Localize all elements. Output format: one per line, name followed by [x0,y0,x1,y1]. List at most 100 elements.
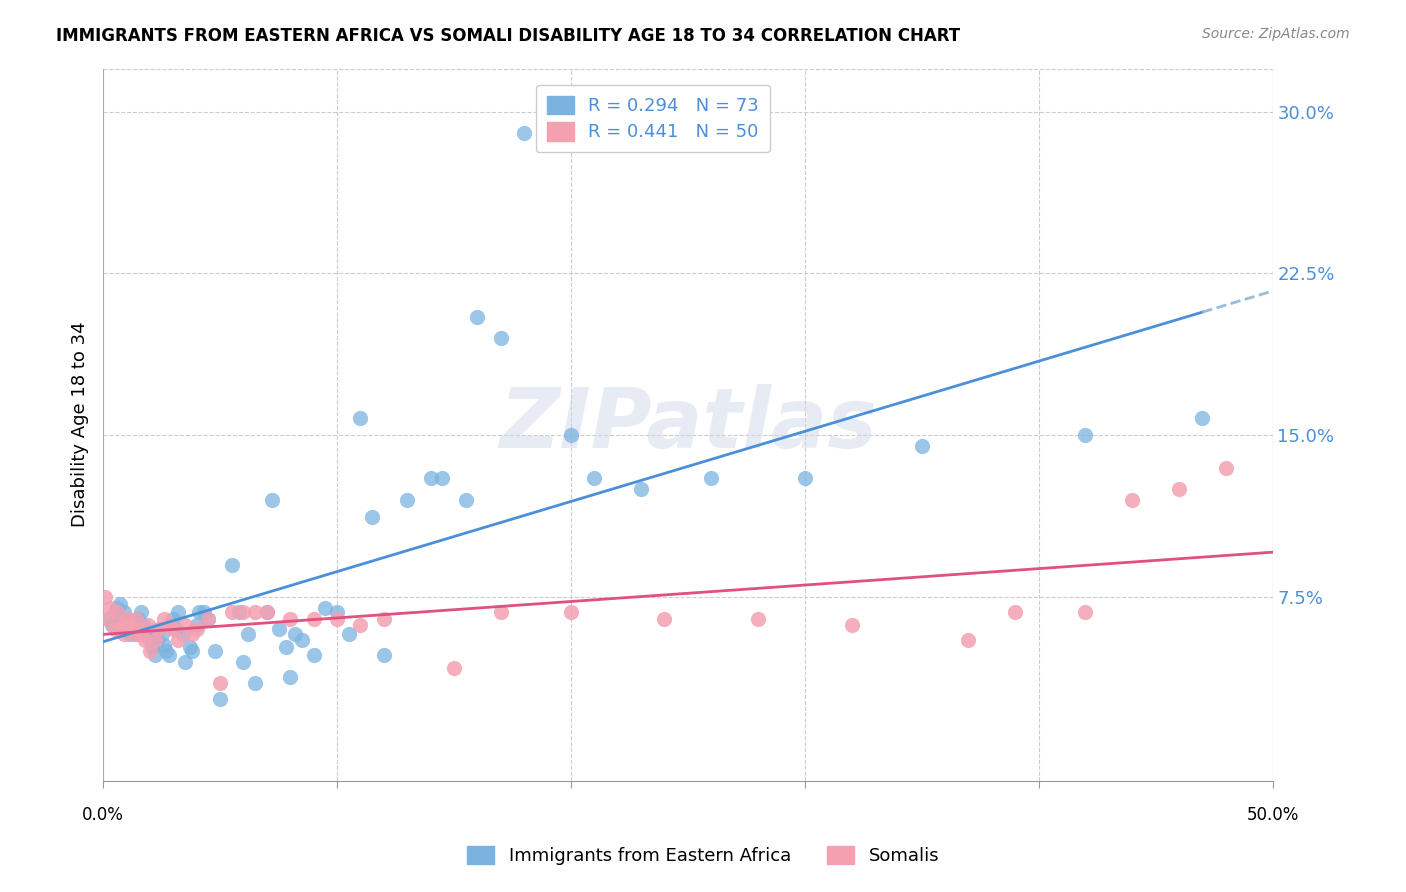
Point [1074,428,1097,442]
Point [465,310,488,324]
Point [209,691,232,706]
Point [118,618,141,632]
Point [232,655,254,669]
Point [120,623,142,637]
Point [129,605,152,619]
Point [118,627,141,641]
Point [105,601,128,615]
Point [97,612,120,626]
Point [101,618,124,632]
Point [349,618,371,632]
Point [181,644,204,658]
Point [443,661,465,675]
Point [139,644,162,658]
Point [267,623,290,637]
Point [560,428,582,442]
Point [221,605,243,619]
Point [150,627,173,641]
Point [236,627,259,641]
Point [134,623,156,637]
Point [115,612,138,626]
Point [1074,605,1097,619]
Legend: R = 0.294   N = 73, R = 0.441   N = 50: R = 0.294 N = 73, R = 0.441 N = 50 [536,85,769,153]
Point [157,618,180,632]
Point [274,640,297,654]
Point [162,623,184,637]
Point [112,605,135,619]
Point [122,623,145,637]
Point [197,612,219,626]
Point [136,627,159,641]
Point [162,612,184,626]
Point [256,605,278,619]
Point [793,471,815,485]
Point [143,633,166,648]
Point [108,597,131,611]
Point [243,676,266,690]
Point [127,623,149,637]
Point [278,612,301,626]
Point [186,623,208,637]
Text: 0.0%: 0.0% [82,806,124,824]
Point [209,676,232,690]
Point [513,126,536,140]
Point [302,612,325,626]
Text: ZIPatlas: ZIPatlas [499,384,877,465]
Text: 50.0%: 50.0% [1246,806,1299,824]
Point [179,640,201,654]
Point [125,612,148,626]
Point [278,670,301,684]
Point [314,601,336,615]
Point [1191,411,1213,425]
Point [284,627,307,641]
Point [172,627,194,641]
Point [957,633,980,648]
Point [197,612,219,626]
Point [148,623,170,637]
Point [747,612,769,626]
Point [361,510,384,524]
Point [188,605,211,619]
Legend: Immigrants from Eastern Africa, Somalis: Immigrants from Eastern Africa, Somalis [458,837,948,874]
Point [489,605,512,619]
Point [326,612,349,626]
Point [193,605,215,619]
Point [125,627,148,641]
Point [1215,460,1237,475]
Point [302,648,325,663]
Point [148,623,170,637]
Point [127,612,149,626]
Point [111,612,134,626]
Point [489,331,512,345]
Point [419,471,441,485]
Point [337,627,360,641]
Point [104,605,127,619]
Point [654,612,676,626]
Point [94,590,117,604]
Point [349,411,371,425]
Point [122,627,145,641]
Point [291,633,314,648]
Point [181,627,204,641]
Point [204,644,226,658]
Point [373,612,395,626]
Point [136,618,159,632]
Point [141,640,163,654]
Point [111,618,134,632]
Point [174,655,197,669]
Point [143,648,166,663]
Point [583,471,606,485]
Point [153,612,176,626]
Text: IMMIGRANTS FROM EASTERN AFRICA VS SOMALI DISABILITY AGE 18 TO 34 CORRELATION CHA: IMMIGRANTS FROM EASTERN AFRICA VS SOMALI… [56,27,960,45]
Y-axis label: Disability Age 18 to 34: Disability Age 18 to 34 [72,322,89,527]
Point [260,493,283,508]
Point [105,605,128,619]
Point [326,605,349,619]
Point [186,618,208,632]
Point [1168,482,1191,496]
Point [167,633,190,648]
Point [146,633,169,648]
Point [112,627,135,641]
Point [221,558,243,572]
Point [167,605,190,619]
